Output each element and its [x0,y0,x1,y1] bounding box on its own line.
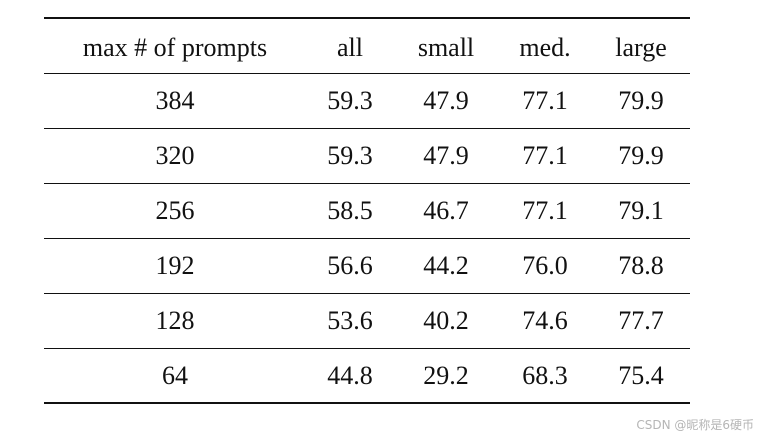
cell: 320 [155,141,195,170]
watermark: CSDN @昵称是6硬币 [636,418,754,432]
cell: 74.6 [522,306,568,335]
cell: 59.3 [327,141,373,170]
cell: 77.1 [522,196,568,225]
cell: 58.5 [327,196,373,225]
cell: 75.4 [618,361,664,390]
cell: 40.2 [423,306,469,335]
header-cell: small [417,33,475,62]
bottom-rule [44,402,690,404]
row-rule [44,183,690,184]
cell: 53.6 [327,306,373,335]
cell: 78.8 [618,251,664,280]
cell: 59.3 [327,86,373,115]
header-cell: large [615,33,667,62]
cell: 79.9 [618,86,664,115]
cell: 76.0 [522,251,568,280]
cell: 77.7 [618,306,664,335]
header-cell: all [337,33,363,62]
row-rule [44,293,690,294]
cell: 44.8 [327,361,373,390]
cell: 46.7 [423,196,469,225]
cell: 56.6 [327,251,373,280]
cell: 44.2 [423,251,469,280]
top-rule [44,17,690,19]
cell: 79.1 [618,196,664,225]
cell: 29.2 [423,361,469,390]
row-rule [44,238,690,239]
cell: 384 [155,86,195,115]
cell: 47.9 [423,141,469,170]
cell: 47.9 [423,86,469,115]
row-rule [44,348,690,349]
header-cell: med. [519,33,571,62]
cell: 77.1 [522,86,568,115]
cell: 77.1 [522,141,568,170]
cell: 64 [162,361,188,390]
cell: 79.9 [618,141,664,170]
header-rule [44,73,690,74]
cell: 256 [155,196,195,225]
cell: 192 [155,251,195,280]
header-cell: max # of prompts [82,33,268,62]
cell: 128 [155,306,195,335]
cell: 68.3 [522,361,568,390]
row-rule [44,128,690,129]
